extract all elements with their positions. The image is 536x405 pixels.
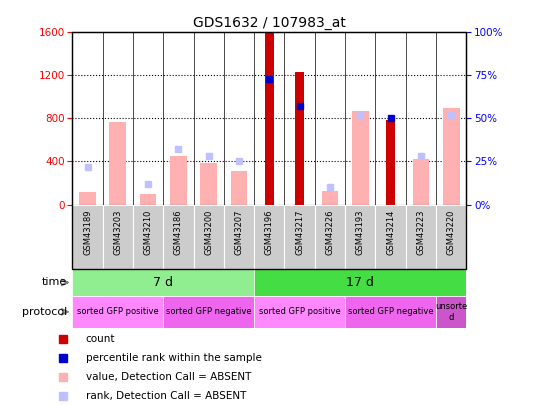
Bar [72, 269, 254, 296]
Bar [224, 205, 254, 269]
Text: GSM43210: GSM43210 [144, 210, 153, 255]
Bar [200, 162, 217, 205]
Bar [72, 205, 103, 269]
Title: GDS1632 / 107983_at: GDS1632 / 107983_at [193, 16, 346, 30]
Text: percentile rank within the sample: percentile rank within the sample [86, 353, 262, 363]
Text: 17 d: 17 d [346, 276, 374, 289]
Bar [443, 108, 459, 205]
Bar [345, 205, 375, 269]
Bar [170, 156, 187, 205]
Bar [295, 72, 304, 205]
Bar [109, 122, 126, 205]
Text: unsorte
d: unsorte d [435, 302, 467, 322]
Bar [254, 269, 466, 296]
Text: GSM43217: GSM43217 [295, 210, 304, 255]
Bar [436, 205, 466, 269]
Bar [133, 205, 163, 269]
Bar [285, 205, 315, 269]
Bar [103, 205, 133, 269]
Bar [79, 192, 96, 205]
Text: GSM43223: GSM43223 [416, 210, 426, 255]
Text: GSM43200: GSM43200 [204, 210, 213, 255]
Text: value, Detection Call = ABSENT: value, Detection Call = ABSENT [86, 372, 251, 382]
Bar [413, 159, 429, 205]
Text: GSM43189: GSM43189 [83, 210, 92, 255]
Text: 7 d: 7 d [153, 276, 173, 289]
Bar [193, 205, 224, 269]
Bar [436, 296, 466, 328]
Bar [254, 296, 345, 328]
Bar [375, 205, 406, 269]
Text: GSM43193: GSM43193 [356, 210, 365, 255]
Text: rank, Detection Call = ABSENT: rank, Detection Call = ABSENT [86, 391, 246, 401]
Text: GSM43220: GSM43220 [446, 210, 456, 255]
Bar [352, 111, 369, 205]
Bar [265, 34, 273, 205]
Text: GSM43196: GSM43196 [265, 210, 274, 255]
Text: protocol: protocol [22, 307, 67, 317]
Bar [322, 190, 338, 205]
Bar [163, 296, 254, 328]
Bar [345, 296, 436, 328]
Bar [230, 171, 248, 205]
Text: sorted GFP positive: sorted GFP positive [77, 307, 159, 316]
Text: time: time [42, 277, 67, 288]
Text: count: count [86, 334, 115, 344]
Text: GSM43186: GSM43186 [174, 210, 183, 255]
Bar [254, 205, 285, 269]
Bar [140, 194, 157, 205]
Text: GSM43203: GSM43203 [113, 210, 122, 255]
Bar [315, 205, 345, 269]
Text: sorted GFP positive: sorted GFP positive [259, 307, 340, 316]
Text: GSM43214: GSM43214 [386, 210, 395, 255]
Bar [386, 119, 395, 205]
Bar [163, 205, 193, 269]
Text: sorted GFP negative: sorted GFP negative [166, 307, 251, 316]
Text: GSM43226: GSM43226 [325, 210, 334, 255]
Bar [406, 205, 436, 269]
Text: sorted GFP negative: sorted GFP negative [348, 307, 434, 316]
Bar [72, 296, 163, 328]
Text: GSM43207: GSM43207 [235, 210, 243, 255]
